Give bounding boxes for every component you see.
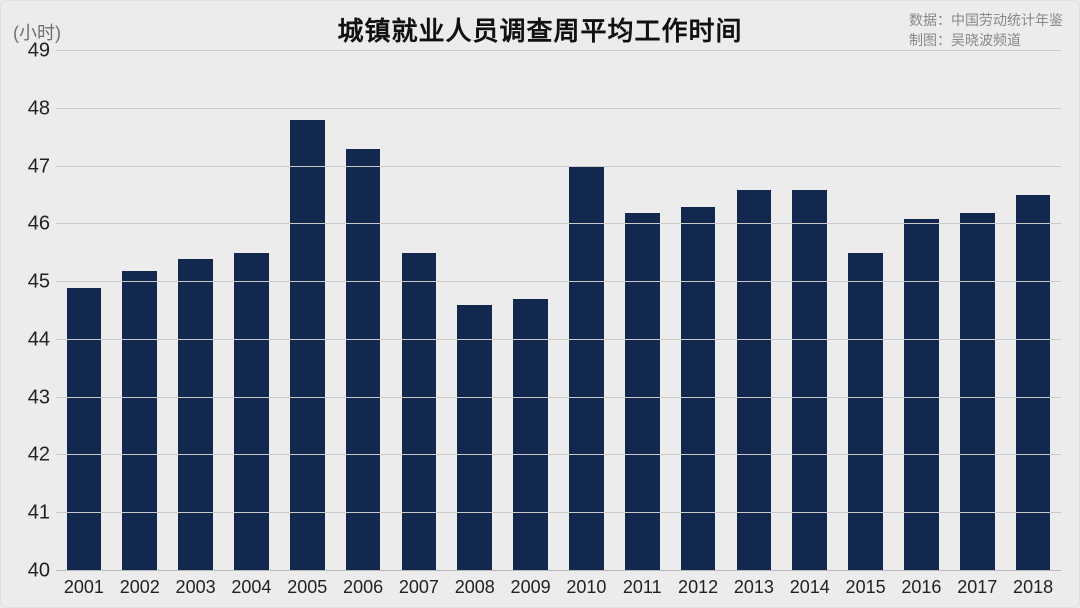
credits-line-1: 数据：中国劳动统计年鉴: [909, 11, 1063, 31]
x-tick-label: 2001: [64, 577, 104, 598]
bar: [122, 271, 157, 571]
x-tick-label: 2004: [231, 577, 271, 598]
bar: [792, 190, 827, 571]
x-tick-label: 2012: [678, 577, 718, 598]
bar: [290, 120, 325, 571]
y-tick-label: 47: [14, 155, 50, 178]
y-tick-label: 41: [14, 502, 50, 525]
x-tick-label: 2013: [734, 577, 774, 598]
x-tick-label: 2005: [287, 577, 327, 598]
bar: [848, 253, 883, 571]
grid-line: [56, 166, 1061, 167]
bar: [67, 288, 102, 571]
bar: [513, 299, 548, 571]
bar: [1016, 195, 1051, 571]
x-tick-label: 2015: [846, 577, 886, 598]
x-tick-label: 2009: [511, 577, 551, 598]
y-tick-label: 45: [14, 271, 50, 294]
y-tick-label: 40: [14, 560, 50, 583]
credits: 数据：中国劳动统计年鉴 制图：吴晓波频道: [909, 11, 1063, 50]
bar: [960, 213, 995, 571]
bar: [402, 253, 437, 571]
y-tick-label: 46: [14, 213, 50, 236]
grid-line: [56, 108, 1061, 109]
bar: [625, 213, 660, 571]
x-tick-label: 2018: [1013, 577, 1053, 598]
x-tick-label: 2003: [176, 577, 216, 598]
grid-line: [56, 50, 1061, 51]
y-tick-label: 48: [14, 97, 50, 120]
y-tick-label: 42: [14, 444, 50, 467]
x-tick-label: 2014: [790, 577, 830, 598]
plot-area: 4041424344454647484920012002200320042005…: [56, 51, 1061, 571]
x-tick-label: 2011: [623, 577, 662, 598]
bar: [681, 207, 716, 571]
credits-line-2: 制图：吴晓波频道: [909, 31, 1063, 51]
x-tick-label: 2017: [957, 577, 997, 598]
y-tick-label: 49: [14, 40, 50, 63]
x-tick-label: 2007: [399, 577, 439, 598]
x-tick-label: 2002: [120, 577, 160, 598]
x-tick-label: 2016: [901, 577, 941, 598]
x-tick-label: 2010: [566, 577, 606, 598]
bar: [737, 190, 772, 571]
x-tick-label: 2006: [343, 577, 383, 598]
bar: [904, 219, 939, 571]
grid-line: [56, 339, 1061, 340]
bar: [569, 167, 604, 571]
grid-line: [56, 223, 1061, 224]
grid-line: [56, 281, 1061, 282]
bar: [234, 253, 269, 571]
grid-line: [56, 512, 1061, 513]
bars-layer: [56, 51, 1061, 571]
x-axis-baseline: [56, 570, 1061, 571]
grid-line: [56, 397, 1061, 398]
y-tick-label: 44: [14, 328, 50, 351]
bar: [178, 259, 213, 571]
y-tick-label: 43: [14, 386, 50, 409]
x-tick-label: 2008: [455, 577, 495, 598]
bar: [346, 149, 381, 571]
bar: [457, 305, 492, 571]
grid-line: [56, 454, 1061, 455]
